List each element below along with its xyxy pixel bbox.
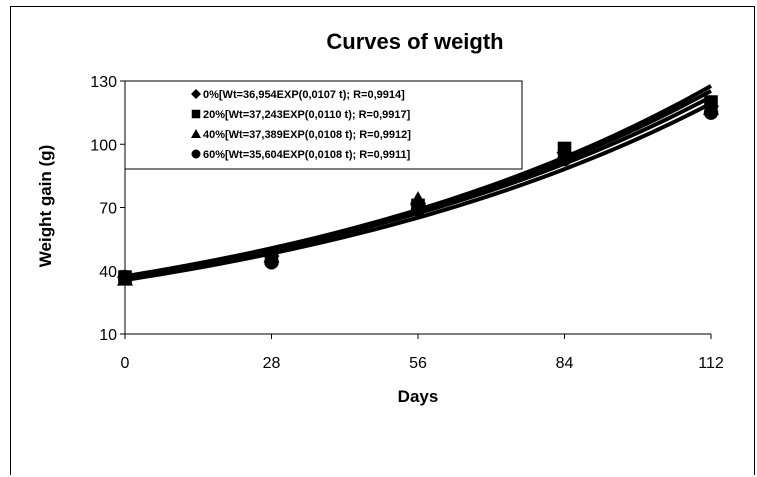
legend-marker-circle [191, 149, 201, 159]
legend-entry-0: 0%[Wt=36,954EXP(0,0107 t); R=0,9914] [203, 89, 405, 101]
y-tick-label: 130 [90, 74, 117, 91]
x-tick-label: 84 [556, 355, 574, 372]
y-tick-label: 70 [99, 201, 117, 218]
y-tick-label: 40 [99, 264, 117, 281]
x-axis-label: Days [398, 387, 439, 406]
data-point-circle-1 [264, 255, 279, 270]
data-markers [117, 95, 719, 286]
chart-title: Curves of weigth [326, 29, 503, 54]
x-tick-label: 28 [263, 355, 281, 372]
legend-box [124, 80, 523, 170]
y-tick-label: 100 [90, 137, 117, 154]
legend-marker-diamond [191, 89, 201, 99]
legend-entry-1: 20%[Wt=37,243EXP(0,0110 t); R=0,9917] [203, 109, 411, 121]
y-tick-label: 10 [99, 327, 117, 344]
x-tick-label: 56 [409, 355, 427, 372]
data-point-circle-4 [703, 105, 719, 120]
x-tick-label: 112 [698, 355, 724, 372]
axes: 10 40 70 100 130 0 28 56 84 112 [90, 74, 724, 372]
x-tick-label: 0 [121, 355, 130, 372]
data-point-circle-0 [117, 269, 133, 285]
data-point-triangle-2 [410, 191, 426, 206]
data-point-circle-2 [410, 202, 426, 217]
data-point-circle-3 [557, 151, 572, 167]
fit-curve-series-3 [124, 101, 712, 282]
chart-frame [10, 6, 755, 475]
legend-marker-square [191, 109, 201, 119]
legend-entry-3: 60%[Wt=35,604EXP(0,0108 t); R=0,9911] [203, 149, 411, 161]
legend-marker-triangle [191, 129, 201, 138]
legend-entry-2: 40%[Wt=37,389EXP(0,0108 t); R=0,9912] [203, 129, 411, 141]
y-axis-label: Weight gain (g) [36, 145, 55, 267]
legend: 0%[Wt=36,954EXP(0,0107 t); R=0,9914] 20%[… [124, 80, 523, 170]
